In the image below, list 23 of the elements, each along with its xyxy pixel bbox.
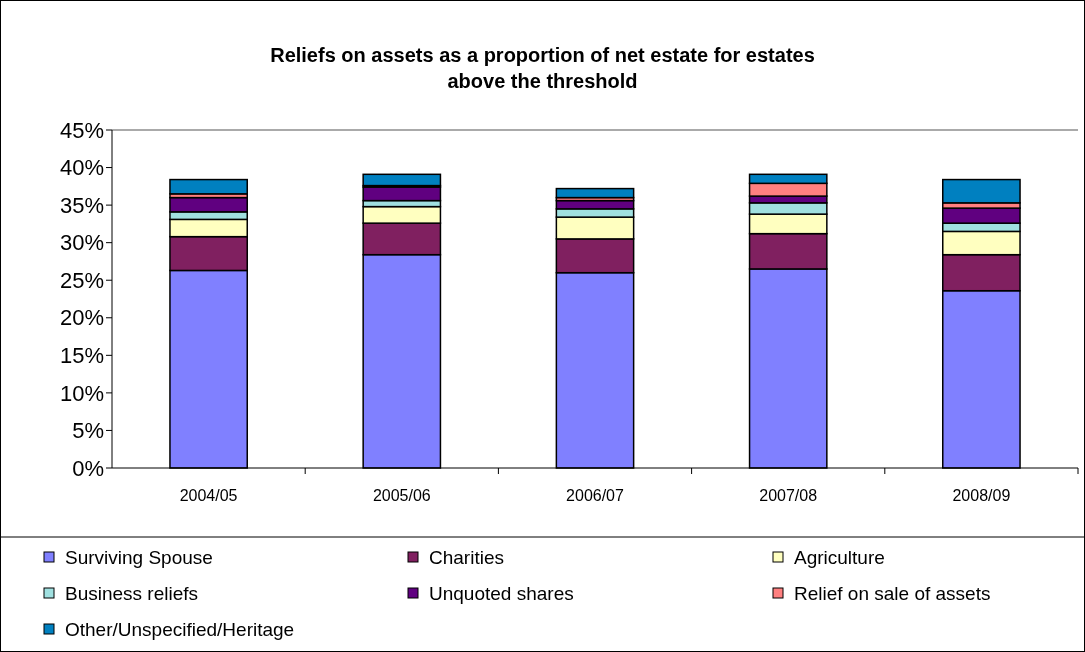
legend-label: Other/Unspecified/Heritage	[65, 618, 295, 640]
y-tick-label: 25%	[59, 267, 104, 293]
x-tick-label: 2006/07	[566, 487, 625, 504]
y-tick-label: 10%	[59, 380, 104, 406]
x-tick-label: 2008/09	[952, 487, 1011, 504]
legend-label: Charities	[429, 546, 504, 568]
legend-label: Surviving Spouse	[65, 546, 213, 568]
x-tick-label: 2005/06	[372, 487, 431, 504]
y-tick-label: 45%	[59, 117, 104, 143]
legend-label: Unquoted shares	[429, 582, 574, 604]
legend-label: Business reliefs	[65, 582, 199, 604]
chart-title: Reliefs on assets as a proportion of net estate for estates above the threshold	[270, 44, 815, 92]
y-tick-label: 5%	[72, 418, 104, 444]
x-tick-label: 2007/08	[759, 487, 818, 504]
y-tick-label: 40%	[59, 155, 104, 181]
y-tick-label: 30%	[59, 230, 104, 256]
y-tick-label: 15%	[59, 343, 104, 369]
x-tick-label: 2004/05	[179, 487, 238, 504]
legend-label: Relief on sale of assets	[794, 582, 991, 604]
legend-label: Agriculture	[794, 546, 885, 568]
y-tick-label: 20%	[59, 305, 104, 331]
y-tick-label: 35%	[59, 192, 104, 218]
y-tick-label: 0%	[72, 455, 104, 481]
